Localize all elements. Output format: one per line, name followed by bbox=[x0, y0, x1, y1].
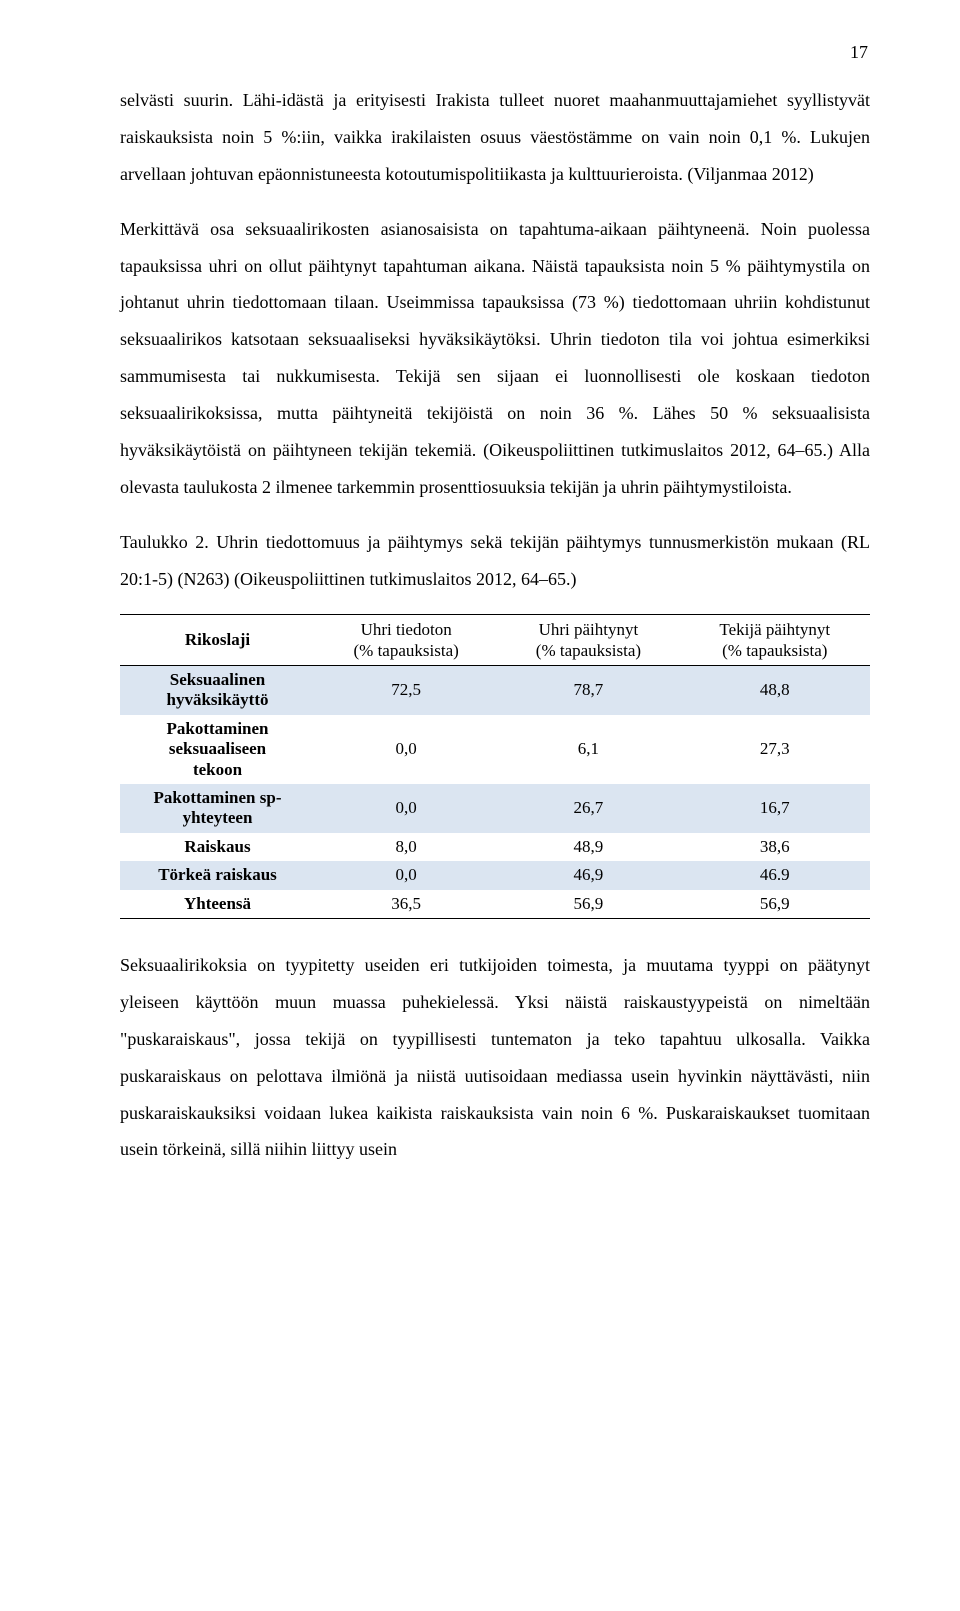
cell: 72,5 bbox=[315, 666, 497, 715]
cell: 46.9 bbox=[680, 861, 870, 889]
paragraph-2: Merkittävä osa seksuaalirikosten asianos… bbox=[120, 211, 870, 506]
row-label-l1: Pakottaminen bbox=[167, 719, 269, 738]
cell: 26,7 bbox=[497, 784, 679, 833]
table-row: Törkeä raiskaus 0,0 46,9 46.9 bbox=[120, 861, 870, 889]
table-header: Rikoslaji Uhri tiedoton (% tapauksista) … bbox=[120, 614, 870, 666]
document-page: 17 selvästi suurin. Lähi-idästä ja erity… bbox=[0, 0, 960, 1611]
cell: 0,0 bbox=[315, 784, 497, 833]
cell: 16,7 bbox=[680, 784, 870, 833]
row-label: Pakottaminen seksuaaliseen tekoon bbox=[120, 715, 315, 784]
cell: 36,5 bbox=[315, 890, 497, 919]
header-col2-line2: (% tapauksista) bbox=[536, 641, 641, 660]
paragraph-1: selvästi suurin. Lähi-idästä ja erityise… bbox=[120, 82, 870, 193]
paragraph-3: Seksuaalirikoksia on tyypitetty useiden … bbox=[120, 947, 870, 1168]
row-label-l2: seksuaaliseen bbox=[169, 739, 266, 758]
row-label: Yhteensä bbox=[120, 890, 315, 919]
row-label-l1: Törkeä raiskaus bbox=[158, 865, 277, 884]
header-col2-line1: Uhri päihtynyt bbox=[539, 620, 639, 639]
header-col1-line1: Uhri tiedoton bbox=[361, 620, 452, 639]
row-label: Raiskaus bbox=[120, 833, 315, 861]
row-label-l2: hyväksikäyttö bbox=[166, 690, 268, 709]
cell: 56,9 bbox=[497, 890, 679, 919]
table-caption: Taulukko 2. Uhrin tiedottomuus ja päihty… bbox=[120, 524, 870, 598]
table-row: Pakottaminen seksuaaliseen tekoon 0,0 6,… bbox=[120, 715, 870, 784]
page-number: 17 bbox=[850, 42, 868, 63]
header-col3: Tekijä päihtynyt (% tapauksista) bbox=[680, 614, 870, 666]
table-header-row: Rikoslaji Uhri tiedoton (% tapauksista) … bbox=[120, 614, 870, 666]
row-label-l1: Pakottaminen sp- bbox=[154, 788, 282, 807]
cell: 6,1 bbox=[497, 715, 679, 784]
table-row: Seksuaalinen hyväksikäyttö 72,5 78,7 48,… bbox=[120, 666, 870, 715]
row-label-l1: Raiskaus bbox=[184, 837, 250, 856]
row-label: Pakottaminen sp- yhteyteen bbox=[120, 784, 315, 833]
row-label-l3: tekoon bbox=[193, 760, 242, 779]
row-label-l2: yhteyteen bbox=[183, 808, 253, 827]
header-col1-line2: (% tapauksista) bbox=[354, 641, 459, 660]
cell: 0,0 bbox=[315, 715, 497, 784]
cell: 56,9 bbox=[680, 890, 870, 919]
row-label: Seksuaalinen hyväksikäyttö bbox=[120, 666, 315, 715]
cell: 46,9 bbox=[497, 861, 679, 889]
cell: 38,6 bbox=[680, 833, 870, 861]
cell: 48,8 bbox=[680, 666, 870, 715]
header-col2: Uhri päihtynyt (% tapauksista) bbox=[497, 614, 679, 666]
header-rowlabel: Rikoslaji bbox=[120, 614, 315, 666]
row-label-l1: Yhteensä bbox=[184, 894, 251, 913]
cell: 0,0 bbox=[315, 861, 497, 889]
table-body: Seksuaalinen hyväksikäyttö 72,5 78,7 48,… bbox=[120, 666, 870, 919]
header-col3-line1: Tekijä päihtynyt bbox=[719, 620, 830, 639]
header-col3-line2: (% tapauksista) bbox=[722, 641, 827, 660]
cell: 8,0 bbox=[315, 833, 497, 861]
table-row: Raiskaus 8,0 48,9 38,6 bbox=[120, 833, 870, 861]
row-label: Törkeä raiskaus bbox=[120, 861, 315, 889]
table-row: Yhteensä 36,5 56,9 56,9 bbox=[120, 890, 870, 919]
table-row: Pakottaminen sp- yhteyteen 0,0 26,7 16,7 bbox=[120, 784, 870, 833]
cell: 48,9 bbox=[497, 833, 679, 861]
header-col1: Uhri tiedoton (% tapauksista) bbox=[315, 614, 497, 666]
cell: 27,3 bbox=[680, 715, 870, 784]
data-table: Rikoslaji Uhri tiedoton (% tapauksista) … bbox=[120, 614, 870, 919]
cell: 78,7 bbox=[497, 666, 679, 715]
row-label-l1: Seksuaalinen bbox=[170, 670, 265, 689]
